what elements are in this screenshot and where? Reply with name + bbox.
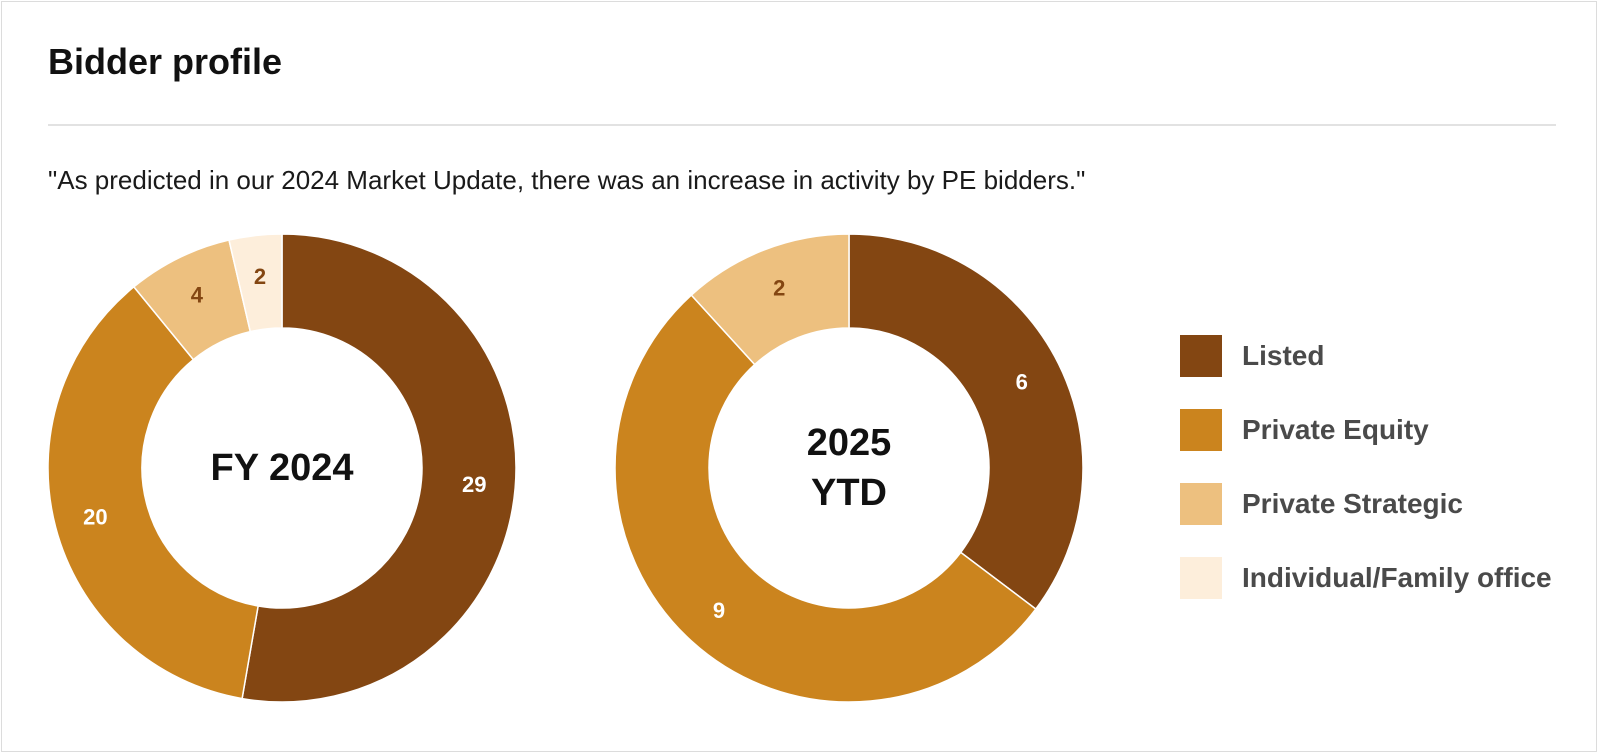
data-label-2025-ytd-listed: 6 <box>1016 369 1028 394</box>
legend-swatch-individual-family-office <box>1180 557 1222 599</box>
page-title: Bidder profile <box>48 41 283 82</box>
legend-label-private-strategic: Private Strategic <box>1242 488 1463 519</box>
data-label-2025-ytd-private-equity: 9 <box>713 598 725 623</box>
center-label-fy-2024-line-1: FY 2024 <box>211 447 354 489</box>
center-label-2025-ytd-line-1: 2025 <box>807 422 892 464</box>
subtitle-quote: "As predicted in our 2024 Market Update,… <box>48 165 1086 195</box>
slice-fy-2024-individual-family-office <box>228 233 283 333</box>
legend-label-listed: Listed <box>1242 340 1325 371</box>
data-label-fy-2024-private-strategic: 4 <box>191 282 204 307</box>
legend-item-private-strategic: Private Strategic <box>1180 483 1600 525</box>
legend-item-listed: Listed <box>1180 335 1600 377</box>
legend-swatch-listed <box>1180 335 1222 377</box>
legend-item-individual-family-office: Individual/Family office <box>1180 557 1600 599</box>
data-label-fy-2024-listed: 29 <box>462 472 486 497</box>
title-divider <box>48 124 1556 126</box>
data-label-fy-2024-individual-family-office: 2 <box>254 264 266 289</box>
slice-2025-ytd-listed <box>848 233 1084 611</box>
slice-2025-ytd-private-equity <box>614 294 1037 703</box>
donut-chart-2025-ytd: 6 9 2 2025 YTD <box>614 233 1084 703</box>
data-label-2025-ytd-private-strategic: 2 <box>773 276 785 301</box>
legend-swatch-private-strategic <box>1180 483 1222 525</box>
donut-chart-fy-2024: 29 20 4 2 FY 2024 <box>47 233 517 703</box>
center-label-2025-ytd-line-2: YTD <box>811 472 887 514</box>
data-label-fy-2024-private-equity: 20 <box>83 505 107 530</box>
slice-2025-ytd-private-strategic <box>690 233 850 366</box>
legend-item-private-equity: Private Equity <box>1180 409 1600 451</box>
legend-swatch-private-equity <box>1180 409 1222 451</box>
slice-fy-2024-listed <box>241 233 517 703</box>
legend-label-private-equity: Private Equity <box>1242 414 1429 445</box>
legend-label-individual-family-office: Individual/Family office <box>1242 562 1552 593</box>
slice-fy-2024-private-equity <box>47 285 259 700</box>
